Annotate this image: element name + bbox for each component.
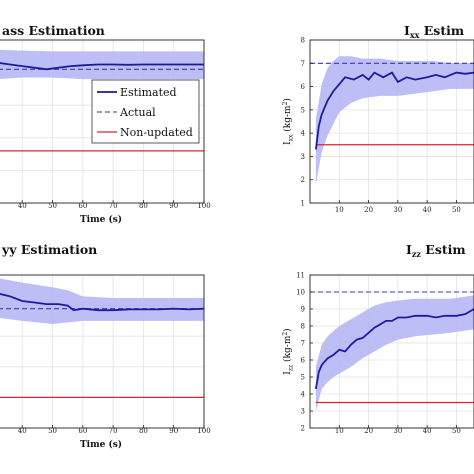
- axes-frame: [0, 274, 205, 429]
- x-tick-label: 50: [452, 206, 461, 214]
- x-tick-label: 20: [364, 206, 373, 214]
- x-tick-label: 20: [364, 427, 373, 435]
- y-tick-label: 7: [301, 60, 305, 68]
- x-tick-label: 60: [78, 427, 87, 435]
- y-axis-label: Ixx (kg-m2): [282, 98, 295, 145]
- y-tick-label: 10: [296, 289, 305, 297]
- chart-title: Ixx Estim: [404, 23, 464, 40]
- panel-iyy-estimation: 40 50 60 70 80 90 100 Time (s) yy Estimation: [0, 242, 211, 450]
- y-tick-label: 9: [301, 306, 305, 314]
- x-tick-label: 100: [197, 427, 210, 435]
- y-tick-label: 8: [301, 37, 305, 45]
- estimated-line: [315, 71, 474, 150]
- x-tick-label: 80: [139, 427, 148, 435]
- legend-entry-label: Non-updated: [120, 126, 193, 139]
- y-tick-label: 4: [301, 130, 306, 138]
- x-tick-label: 30: [393, 206, 402, 214]
- x-tick-label: 10: [335, 427, 344, 435]
- x-tick-label: 40: [18, 202, 27, 210]
- x-tick-label: 60: [78, 202, 87, 210]
- y-tick-label: 7: [301, 340, 305, 348]
- y-tick-label: 3: [301, 153, 305, 161]
- x-tick-label: 50: [48, 427, 57, 435]
- axes-frame: [309, 39, 474, 204]
- x-tick-label: 70: [109, 427, 118, 435]
- x-tick-label: 90: [169, 427, 178, 435]
- chart-title: Izz Estim: [406, 242, 466, 259]
- axes-frame: [0, 39, 205, 204]
- panel-izz-estimation: 10 20 30 40 50 2 3 4 5 6 7 8 9 10 11 Izz (kg-m2) Izz Est…: [282, 242, 474, 435]
- x-tick-label: 30: [393, 427, 402, 435]
- panel-ixx-estimation: 10 20 30 40 50 1 2 3 4 5 6 7 8 Ixx (kg-m2) Ixx Estim: [282, 23, 474, 214]
- confidence-band: [315, 56, 474, 185]
- y-axis-label: Izz (kg-m2): [282, 328, 295, 374]
- y-tick-label: 6: [301, 83, 306, 91]
- x-axis-label: Time (s): [80, 439, 122, 450]
- legend-entry-label: Estimated: [120, 86, 177, 99]
- x-tick-label: 90: [169, 202, 178, 210]
- legend: Estimated Actual Non-updated: [91, 79, 200, 144]
- y-tick-label: 5: [301, 106, 305, 114]
- chart-title: ass Estimation: [2, 23, 105, 38]
- y-tick-label: 4: [301, 391, 306, 399]
- x-tick-label: 40: [423, 206, 432, 214]
- panel-mass-estimation: 40 50 60 70 80 90 100 Time (s) ass Estimation Est…: [0, 23, 211, 225]
- chart-title: yy Estimation: [1, 242, 97, 257]
- estimated-line: [0, 62, 204, 71]
- x-tick-label: 70: [109, 202, 118, 210]
- confidence-band: [0, 278, 204, 324]
- axes-frame: [309, 274, 474, 429]
- y-tick-label: 3: [301, 408, 305, 416]
- y-tick-label: 5: [301, 374, 305, 382]
- y-tick-label: 11: [296, 272, 305, 280]
- confidence-band: [315, 295, 474, 411]
- x-tick-label: 50: [452, 427, 461, 435]
- y-tick-label: 1: [301, 200, 305, 208]
- x-tick-label: 80: [139, 202, 148, 210]
- estimated-line: [0, 292, 204, 312]
- x-tick-label: 50: [48, 202, 57, 210]
- y-tick-label: 8: [301, 323, 305, 331]
- x-tick-label: 10: [335, 206, 344, 214]
- estimated-line: [315, 308, 474, 390]
- x-tick-label: 40: [18, 427, 27, 435]
- x-tick-label: 40: [423, 427, 432, 435]
- y-tick-label: 2: [301, 425, 305, 433]
- y-tick-label: 2: [301, 176, 305, 184]
- x-axis-label: Time (s): [80, 214, 122, 225]
- x-tick-label: 100: [197, 202, 210, 210]
- y-tick-label: 6: [301, 357, 306, 365]
- legend-entry-label: Actual: [119, 106, 156, 119]
